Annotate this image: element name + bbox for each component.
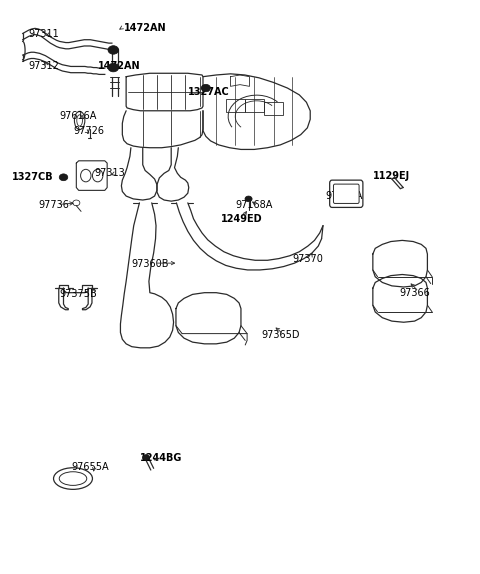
Bar bbox=[245, 99, 264, 112]
Text: 97616A: 97616A bbox=[60, 111, 97, 122]
Text: 97168A: 97168A bbox=[235, 200, 273, 210]
FancyBboxPatch shape bbox=[334, 184, 359, 203]
Bar bbox=[226, 99, 245, 112]
Text: 97375B: 97375B bbox=[60, 289, 97, 300]
Text: 97726: 97726 bbox=[73, 126, 104, 135]
Text: 97366: 97366 bbox=[399, 288, 430, 298]
Ellipse shape bbox=[108, 46, 119, 54]
Text: 97360B: 97360B bbox=[131, 259, 168, 269]
Text: 97655A: 97655A bbox=[72, 462, 109, 472]
Bar bbox=[264, 102, 283, 115]
Text: 1327CB: 1327CB bbox=[12, 172, 54, 183]
Text: 97313: 97313 bbox=[95, 168, 125, 179]
Ellipse shape bbox=[201, 84, 210, 92]
Text: 1327AC: 1327AC bbox=[188, 87, 229, 97]
Text: 97370: 97370 bbox=[292, 254, 323, 263]
Text: 1249ED: 1249ED bbox=[221, 214, 263, 224]
Ellipse shape bbox=[143, 455, 150, 460]
Text: 97161A: 97161A bbox=[325, 191, 363, 201]
Text: 97365D: 97365D bbox=[261, 330, 300, 340]
Ellipse shape bbox=[108, 63, 119, 72]
Text: 97311: 97311 bbox=[29, 29, 60, 39]
Text: 1472AN: 1472AN bbox=[97, 61, 140, 71]
Text: 1472AN: 1472AN bbox=[124, 24, 167, 33]
Ellipse shape bbox=[245, 196, 252, 201]
FancyBboxPatch shape bbox=[330, 180, 363, 207]
Text: 1244BG: 1244BG bbox=[140, 452, 183, 463]
Ellipse shape bbox=[59, 174, 68, 181]
Text: 97312: 97312 bbox=[29, 61, 60, 71]
Text: 97736: 97736 bbox=[38, 200, 69, 210]
Text: 1129EJ: 1129EJ bbox=[373, 171, 410, 181]
